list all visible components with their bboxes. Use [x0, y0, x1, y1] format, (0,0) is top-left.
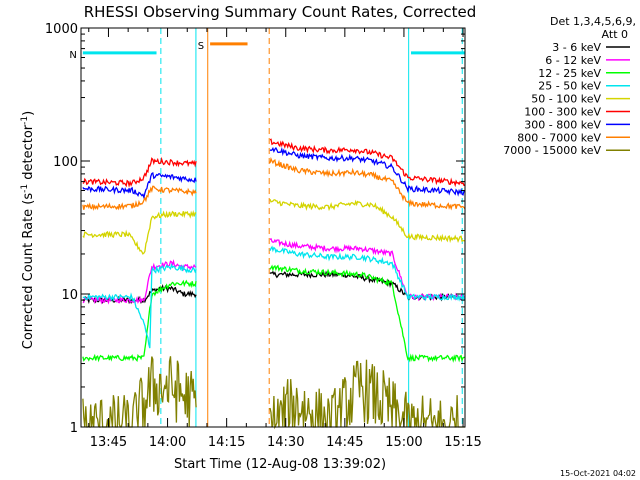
- legend-label: 25 - 50 keV: [538, 80, 601, 93]
- flag-label: S: [198, 41, 204, 52]
- x-tick-label: 13:45: [90, 435, 127, 450]
- legend-label: 300 - 800 keV: [524, 118, 601, 131]
- legend-header-1: Det 1,3,4,5,6,9,: [550, 15, 636, 28]
- series-lines: [82, 138, 466, 430]
- flag-label: N: [69, 50, 76, 61]
- x-axis-label: Start Time (12-Aug-08 13:39:02): [174, 457, 386, 472]
- legend-header-2: Att 0: [602, 28, 628, 41]
- series-line: [82, 198, 466, 255]
- series-line: [82, 264, 466, 363]
- x-tick-label: 14:15: [208, 435, 245, 450]
- x-tick-label: 14:45: [326, 435, 363, 450]
- series-line: [82, 237, 466, 305]
- x-tick-label: 15:00: [385, 435, 422, 450]
- legend-label: 100 - 300 keV: [524, 106, 601, 119]
- series-line: [82, 156, 466, 211]
- chart-title: RHESSI Observing Summary Count Rates, Co…: [84, 3, 477, 21]
- y-axis-label-sup2: -1: [20, 116, 30, 125]
- y-axis-label-end: ): [21, 111, 36, 116]
- y-axis-label: Corrected Count Rate (s-1 detector-1): [20, 111, 36, 349]
- series-line: [82, 146, 466, 200]
- y-tick-label: 1: [70, 421, 78, 436]
- x-axis: 13:45 14:00 14:15 14:30 14:45 15:00 15:15: [88, 28, 482, 450]
- y-axis-label-sup1: -1: [20, 184, 30, 193]
- series-line: [82, 356, 465, 430]
- legend-label: 12 - 25 keV: [538, 67, 601, 80]
- plot-frame: [80, 27, 466, 428]
- legend-label: 800 - 7000 keV: [517, 131, 601, 144]
- series-line: [82, 138, 465, 189]
- y-axis: 1 10 100 1000: [45, 22, 465, 436]
- x-tick-label: 15:15: [444, 435, 481, 450]
- x-tick-label: 14:00: [149, 435, 186, 450]
- legend-label: 3 - 6 keV: [552, 41, 601, 54]
- flag-bars: NS: [69, 41, 465, 61]
- footer-date: 15-Oct-2021 04:02: [560, 469, 636, 478]
- y-axis-label-mid: detector: [21, 124, 36, 184]
- y-tick-label: 1000: [45, 22, 78, 37]
- attenuator-markers: [160, 28, 463, 427]
- legend-label: 7000 - 15000 keV: [503, 144, 601, 157]
- series-line: [82, 245, 466, 349]
- y-tick-label: 10: [61, 288, 78, 303]
- legend-label: 50 - 100 keV: [531, 93, 601, 106]
- y-tick-label: 100: [53, 155, 78, 170]
- x-tick-label: 14:30: [267, 435, 304, 450]
- legend-label: 6 - 12 keV: [545, 54, 601, 67]
- y-axis-label-main: Corrected Count Rate (s: [21, 193, 36, 350]
